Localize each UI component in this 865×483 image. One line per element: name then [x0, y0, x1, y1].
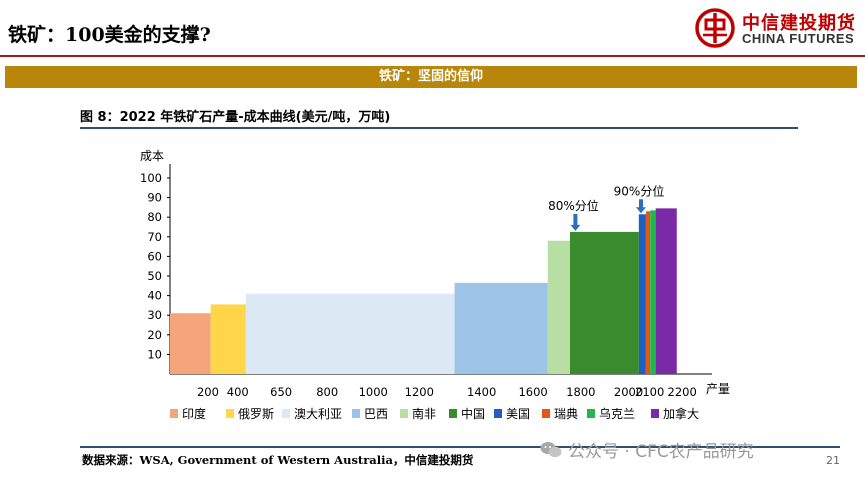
- section-bar: 铁矿：坚固的信仰: [5, 66, 857, 88]
- x-tick-label: 1200: [405, 385, 434, 399]
- bar-加拿大: [655, 208, 677, 374]
- legend-swatch-乌克兰: [587, 409, 595, 418]
- legend-label-南非: 南非: [412, 406, 436, 421]
- x-tick-label: 200: [197, 385, 219, 399]
- legend-label-美国: 美国: [506, 407, 530, 421]
- annotation-arrow-head: [570, 224, 581, 231]
- y-tick-label: 50: [147, 269, 162, 283]
- legend-swatch-巴西: [352, 409, 360, 418]
- y-tick-label: 10: [147, 347, 162, 361]
- legend-swatch-美国: [494, 409, 502, 418]
- bar-澳大利亚: [245, 293, 455, 374]
- bar-瑞典: [645, 211, 651, 374]
- bar-乌克兰: [650, 210, 656, 374]
- y-tick-label: 80: [147, 210, 162, 224]
- bar-美国: [638, 214, 646, 374]
- legend-label-澳大利亚: 澳大利亚: [294, 407, 342, 421]
- x-tick-label: 2200: [668, 385, 697, 399]
- annotation-label: 90%分位: [614, 183, 665, 198]
- legend-swatch-俄罗斯: [226, 409, 234, 418]
- y-tick-label: 40: [147, 289, 162, 303]
- x-tick-label: 2000: [614, 385, 643, 399]
- legend-label-印度: 印度: [182, 406, 206, 421]
- legend-swatch-印度: [170, 409, 178, 418]
- bar-印度: [170, 313, 211, 374]
- brand-name-cn: 中信建投期货: [742, 13, 856, 34]
- figure-title: 图 8：2022 年铁矿石产量-成本曲线(美元/吨，万吨): [80, 110, 391, 125]
- x-tick-label: 800: [316, 385, 338, 399]
- legend-swatch-澳大利亚: [282, 409, 290, 418]
- bar-中国: [569, 231, 639, 374]
- x-tick-label: 650: [270, 385, 292, 399]
- y-tick-label: 90: [147, 191, 162, 205]
- page-title: 铁矿：100美金的支撑?: [8, 24, 211, 46]
- bar-俄罗斯: [210, 304, 246, 374]
- x-tick-label: 400: [227, 385, 249, 399]
- legend-label-瑞典: 瑞典: [554, 407, 578, 421]
- legend-label-中国: 中国: [461, 406, 485, 421]
- legend-label-俄罗斯: 俄罗斯: [238, 407, 274, 421]
- x-tick-label: 2100: [635, 385, 664, 399]
- y-axis-title: 成本: [140, 149, 164, 163]
- y-tick-label: 100: [140, 171, 162, 185]
- page-number: 21: [826, 454, 840, 467]
- legend-label-巴西: 巴西: [364, 407, 388, 421]
- brand-logo-icon: [695, 8, 735, 48]
- y-tick-label: 60: [147, 249, 162, 263]
- figure-title-divider: [80, 127, 798, 129]
- y-tick-label: 30: [147, 308, 162, 322]
- legend-label-加拿大: 加拿大: [663, 406, 699, 421]
- legend-swatch-瑞典: [542, 409, 550, 418]
- legend-label-乌克兰: 乌克兰: [599, 406, 635, 421]
- watermark-text: 公众号 · CFC农产品研究: [568, 442, 754, 462]
- watermark: 公众号 · CFC农产品研究: [540, 437, 754, 462]
- wechat-icon: [540, 441, 562, 457]
- legend-swatch-加拿大: [651, 409, 659, 418]
- x-tick-label: 1600: [518, 385, 547, 399]
- header-divider: [0, 55, 865, 57]
- y-tick-label: 70: [147, 230, 162, 244]
- x-tick-label: 1800: [566, 385, 595, 399]
- y-tick-label: 20: [147, 328, 162, 342]
- bar-巴西: [454, 282, 548, 374]
- bar-南非: [547, 240, 570, 374]
- legend-swatch-中国: [449, 409, 457, 418]
- source-note: 数据来源：WSA, Government of Western Australi…: [82, 453, 474, 467]
- x-tick-label: 1400: [467, 385, 496, 399]
- x-axis-title: 产量: [706, 382, 730, 396]
- footer-divider: [80, 446, 840, 448]
- annotation-label: 80%分位: [548, 198, 599, 213]
- legend-swatch-南非: [400, 409, 408, 418]
- brand-name-en: CHINA FUTURES: [742, 31, 855, 46]
- x-tick-label: 1000: [359, 385, 388, 399]
- annotation-arrow-head: [635, 207, 646, 214]
